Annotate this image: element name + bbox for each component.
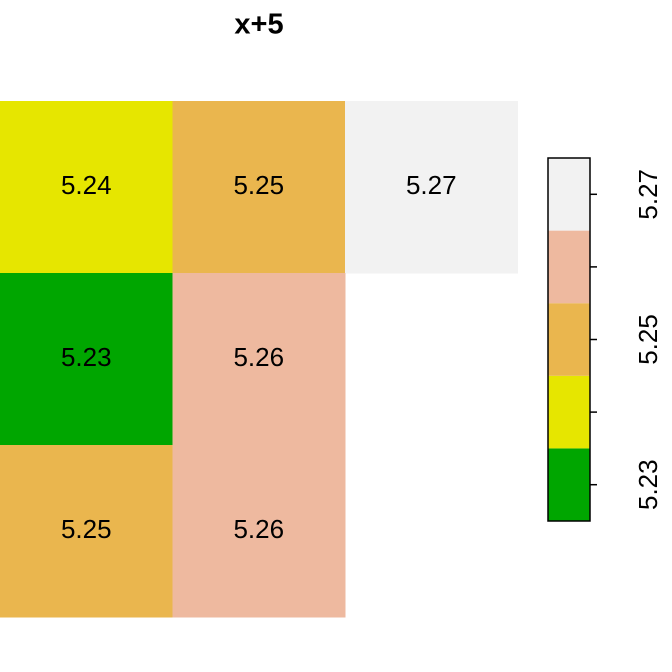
cell — [172, 101, 346, 274]
cell-label: 5.23 — [61, 342, 112, 372]
legend-swatch — [548, 158, 590, 231]
cell — [0, 273, 173, 446]
cell — [0, 445, 173, 618]
cell-label: 5.25 — [61, 514, 112, 544]
cell-label: 5.26 — [233, 342, 284, 372]
cell — [172, 273, 346, 446]
legend-tick-label: 5.27 — [633, 169, 663, 220]
legend-swatch — [548, 375, 590, 449]
chart-title: x+5 — [234, 9, 283, 41]
legend-tick-label: 5.23 — [633, 459, 663, 510]
cell-label: 5.24 — [61, 170, 112, 200]
legend-border — [547, 157, 591, 522]
cell — [345, 101, 518, 274]
legend-swatch — [548, 303, 590, 376]
cell — [172, 445, 346, 618]
cell-label: 5.26 — [233, 514, 284, 544]
cell-label: 5.27 — [406, 170, 457, 200]
legend-tick-label: 5.25 — [633, 314, 663, 365]
legend-swatch — [548, 230, 590, 304]
legend-swatch — [548, 448, 590, 521]
cell — [0, 101, 173, 274]
cell-label: 5.25 — [233, 170, 284, 200]
